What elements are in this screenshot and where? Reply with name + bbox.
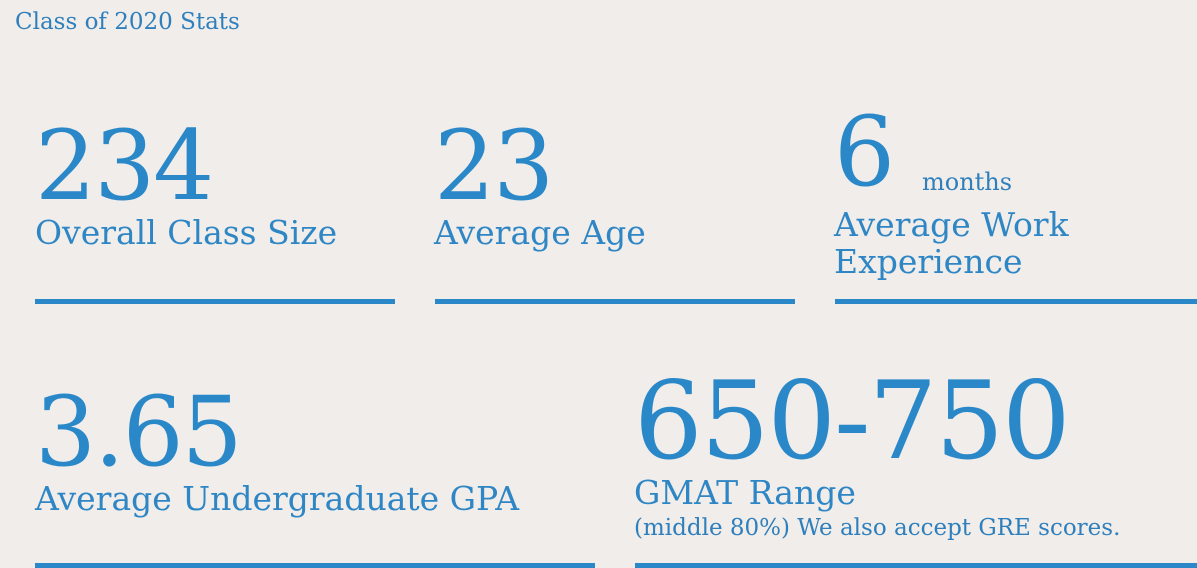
stat-value: 6: [834, 96, 895, 208]
stat-value: 234: [35, 110, 214, 222]
stat-unit: months: [922, 168, 1013, 196]
divider-rule: [835, 299, 1197, 304]
stat-class-size: 234 Overall Class Size: [35, 118, 337, 251]
stat-value: 23: [434, 110, 554, 222]
divider-rule: [635, 563, 1197, 568]
divider-rule: [35, 563, 595, 568]
stat-work-experience: 6 months Average Work Experience: [834, 104, 1069, 280]
stat-label-line2: Experience: [834, 242, 1023, 281]
stat-label: Average Undergraduate GPA: [35, 479, 520, 518]
section-title: Class of 2020 Stats: [15, 9, 240, 35]
stat-value: 650-750: [634, 359, 1071, 484]
stat-label: Overall Class Size: [35, 213, 338, 252]
divider-rule: [435, 299, 795, 304]
stat-label: GMAT Range: [634, 473, 856, 512]
stat-label-group: Average Work Experience: [834, 206, 1069, 280]
stat-gpa: 3.65 Average Undergraduate GPA: [35, 384, 519, 517]
stat-value: 3.65: [35, 376, 243, 488]
stat-gmat-range: 650-750 GMAT Range (middle 80%) We also …: [634, 359, 1121, 542]
stat-average-age: 23 Average Age: [434, 118, 646, 251]
stat-note: (middle 80%) We also accept GRE scores.: [634, 515, 1121, 541]
divider-rule: [35, 299, 395, 304]
stat-label: Average Age: [434, 213, 646, 252]
stat-label-line1: Average Work: [834, 205, 1069, 244]
